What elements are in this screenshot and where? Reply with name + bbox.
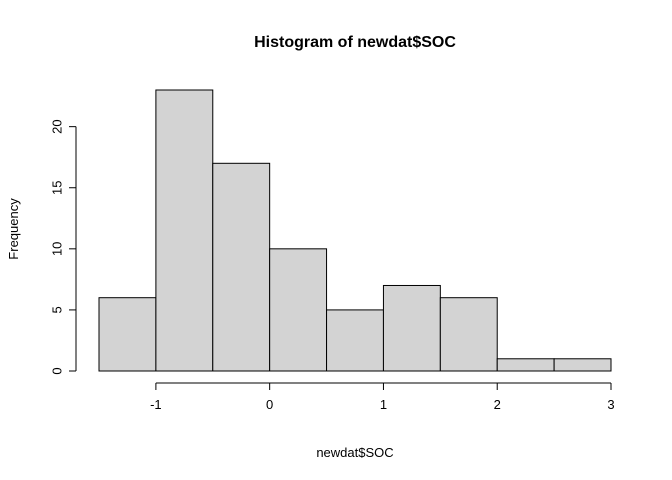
histogram-bar-7: [496, 358, 555, 372]
histogram-bar-8: [553, 358, 612, 372]
y-tick-label-0: 0: [49, 367, 64, 374]
histogram-bar-6: [439, 297, 498, 372]
histogram-bar-1: [155, 89, 214, 372]
chart-title: Histogram of newdat$SOC: [254, 34, 456, 51]
x-tick-label-1: 0: [266, 397, 273, 412]
y-axis: 0 5 10 15 20: [49, 119, 77, 375]
x-tick-label-3: 2: [494, 397, 501, 412]
y-tick-label-1: 5: [49, 306, 64, 313]
y-tick-label-3: 15: [49, 181, 64, 195]
x-tick-label-2: 1: [380, 397, 387, 412]
x-axis: -1 0 1 2 3: [150, 382, 615, 412]
histogram-bar-5: [382, 284, 441, 372]
y-axis-label: Frequency: [6, 198, 21, 260]
bars-group: [98, 89, 612, 372]
y-tick-label-4: 20: [49, 119, 64, 133]
histogram-bar-3: [269, 248, 328, 372]
x-tick-label-0: -1: [150, 397, 162, 412]
histogram-bar-2: [212, 162, 271, 372]
histogram-bar-0: [98, 297, 157, 372]
histogram-bar-4: [326, 309, 384, 372]
x-axis-label: newdat$SOC: [316, 445, 393, 460]
y-tick-label-2: 10: [49, 242, 64, 256]
x-tick-label-4: 3: [607, 397, 614, 412]
